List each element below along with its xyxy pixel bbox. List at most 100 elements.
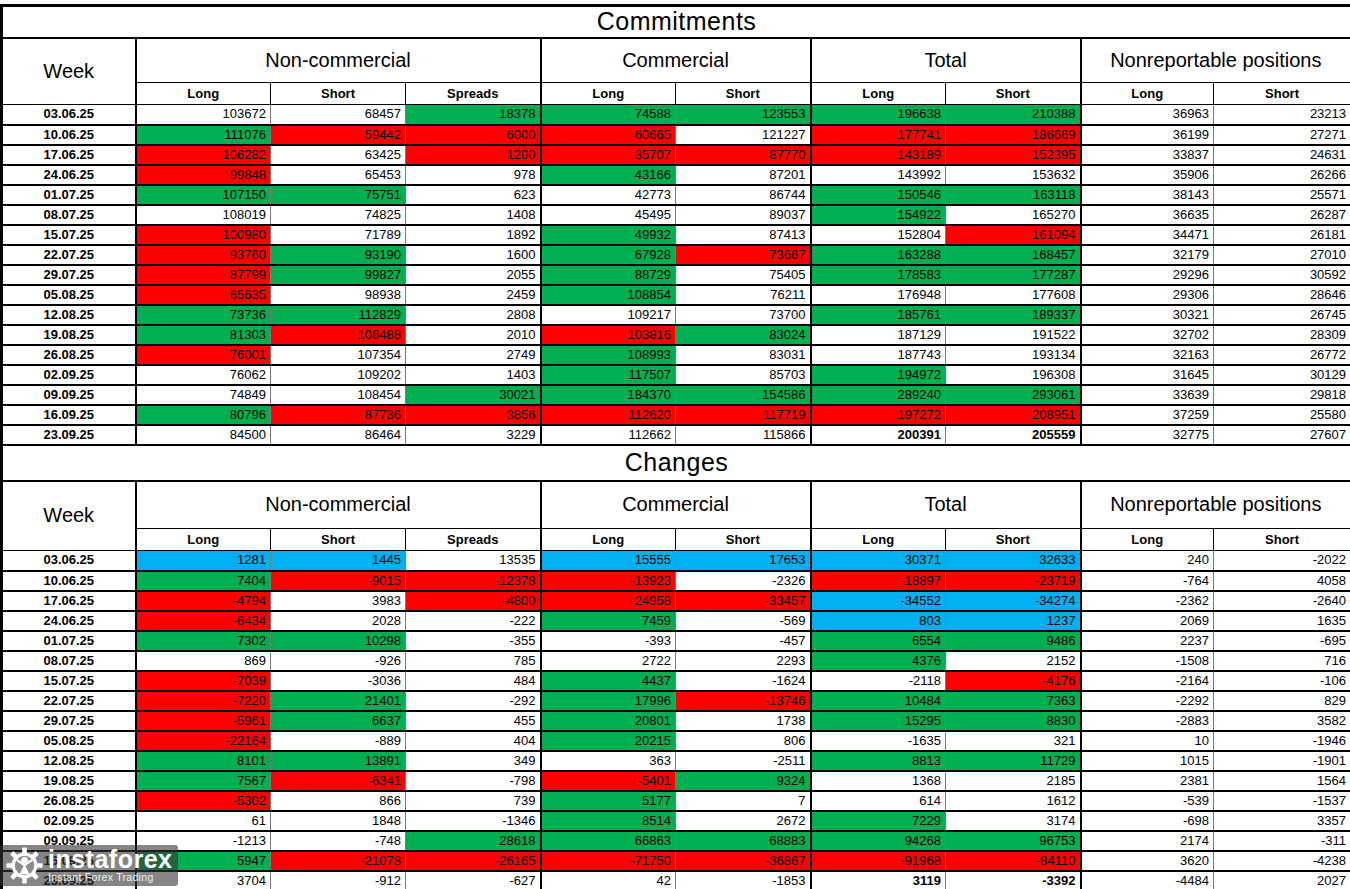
column-header: Long xyxy=(811,83,946,105)
value-cell: -748 xyxy=(271,831,406,851)
column-header: Long xyxy=(1081,83,1214,105)
value-cell: -2292 xyxy=(1081,691,1214,711)
value-cell: -4800 xyxy=(406,591,541,611)
column-header-row: LongShortSpreadsLongShortLongShortLongSh… xyxy=(2,529,1350,551)
table-row: 09.09.2574849108454300211843701545862892… xyxy=(2,385,1350,405)
value-cell: 152395 xyxy=(946,145,1081,165)
value-cell: 13535 xyxy=(406,551,541,571)
table-row: 16.09.255947-21078-26165-71750-36867-919… xyxy=(2,851,1350,871)
value-cell: 34471 xyxy=(1081,225,1214,245)
week-cell: 29.07.25 xyxy=(2,265,136,285)
value-cell: 15555 xyxy=(541,551,676,571)
value-cell: 30321 xyxy=(1081,305,1214,325)
value-cell: 30129 xyxy=(1214,365,1350,385)
value-cell: 806 xyxy=(676,731,811,751)
value-cell: 75751 xyxy=(271,185,406,205)
group-header: Commercial xyxy=(541,38,811,83)
value-cell: 83031 xyxy=(676,345,811,365)
value-cell: 35906 xyxy=(1081,165,1214,185)
value-cell: 42 xyxy=(541,871,676,889)
value-cell: -24958 xyxy=(541,591,676,611)
watermark-tagline: Instant Forex Trading xyxy=(48,872,172,883)
value-cell: 210388 xyxy=(946,105,1081,125)
value-cell: 866 xyxy=(271,791,406,811)
group-header-row: WeekNon-commercialCommercialTotalNonrepo… xyxy=(2,481,1350,529)
table-row: 01.07.2510715075751623427738674415054616… xyxy=(2,185,1350,205)
value-cell: 168457 xyxy=(946,245,1081,265)
value-cell: 4058 xyxy=(1214,571,1350,591)
value-cell: 153632 xyxy=(946,165,1081,185)
value-cell: -84110 xyxy=(946,851,1081,871)
value-cell: -695 xyxy=(1214,631,1350,651)
section-title-row: Commitments xyxy=(2,6,1350,38)
value-cell: 9324 xyxy=(676,771,811,791)
value-cell: 32163 xyxy=(1081,345,1214,365)
column-header: Long xyxy=(541,83,676,105)
value-cell: 73667 xyxy=(676,245,811,265)
value-cell: 33639 xyxy=(1081,385,1214,405)
value-cell: -3392 xyxy=(946,871,1081,889)
value-cell: 1281 xyxy=(136,551,271,571)
value-cell: 4376 xyxy=(811,651,946,671)
table-row: 12.08.2573736112829280810921773700185761… xyxy=(2,305,1350,325)
table-row: 08.07.25869-9267852722229343762152-15087… xyxy=(2,651,1350,671)
value-cell: 87799 xyxy=(136,265,271,285)
value-cell: 108993 xyxy=(541,345,676,365)
value-cell: 803 xyxy=(811,611,946,631)
value-cell: 10 xyxy=(1081,731,1214,751)
column-header-row: LongShortSpreadsLongShortLongShortLongSh… xyxy=(2,83,1350,105)
value-cell: 3582 xyxy=(1214,711,1350,731)
changes-section: ChangesWeekNon-commercialCommercialTotal… xyxy=(2,445,1350,889)
value-cell: 29818 xyxy=(1214,385,1350,405)
table-row: 15.07.25-7039-30364844437-1624-2118-4176… xyxy=(2,671,1350,691)
value-cell: 3229 xyxy=(406,425,541,445)
value-cell: 25571 xyxy=(1214,185,1350,205)
table-row: 10.06.257404-9015-12378-13923-2326-18897… xyxy=(2,571,1350,591)
value-cell: 28309 xyxy=(1214,325,1350,345)
value-cell: 8101 xyxy=(136,751,271,771)
value-cell: 3856 xyxy=(406,405,541,425)
value-cell: 100980 xyxy=(136,225,271,245)
value-cell: -9015 xyxy=(271,571,406,591)
value-cell: 614 xyxy=(811,791,946,811)
value-cell: 109202 xyxy=(271,365,406,385)
table-row: 29.07.2587799998272055887297540517858317… xyxy=(2,265,1350,285)
value-cell: -71750 xyxy=(541,851,676,871)
value-cell: 2152 xyxy=(946,651,1081,671)
value-cell: 20215 xyxy=(541,731,676,751)
value-cell: 81303 xyxy=(136,325,271,345)
value-cell: 869 xyxy=(136,651,271,671)
value-cell: 2722 xyxy=(541,651,676,671)
value-cell: -6341 xyxy=(271,771,406,791)
value-cell: 23213 xyxy=(1214,105,1350,125)
value-cell: 24631 xyxy=(1214,145,1350,165)
week-cell: 01.07.25 xyxy=(2,185,136,205)
group-header: Total xyxy=(811,38,1081,83)
value-cell: 43166 xyxy=(541,165,676,185)
value-cell: -21078 xyxy=(271,851,406,871)
value-cell: -18897 xyxy=(811,571,946,591)
value-cell: -2362 xyxy=(1081,591,1214,611)
column-header: Spreads xyxy=(406,529,541,551)
table-row: 22.07.25-722021401-29217996-137461048473… xyxy=(2,691,1350,711)
value-cell: 96753 xyxy=(946,831,1081,851)
week-cell: 24.06.25 xyxy=(2,165,136,185)
value-cell: -2118 xyxy=(811,671,946,691)
value-cell: 186669 xyxy=(946,125,1081,145)
week-cell: 16.09.25 xyxy=(2,405,136,425)
value-cell: 88729 xyxy=(541,265,676,285)
value-cell: 196308 xyxy=(946,365,1081,385)
value-cell: 26181 xyxy=(1214,225,1350,245)
value-cell: 76001 xyxy=(136,345,271,365)
value-cell: 8830 xyxy=(946,711,1081,731)
value-cell: -23719 xyxy=(946,571,1081,591)
value-cell: 85703 xyxy=(676,365,811,385)
value-cell: 15295 xyxy=(811,711,946,731)
value-cell: 178583 xyxy=(811,265,946,285)
week-cell: 19.08.25 xyxy=(2,771,136,791)
value-cell: -798 xyxy=(406,771,541,791)
value-cell: 10298 xyxy=(271,631,406,651)
value-cell: 117719 xyxy=(676,405,811,425)
table-row: 10.06.2511107659442600060665121227177741… xyxy=(2,125,1350,145)
table-row: 26.08.25-5302866739517776141612-539-1537 xyxy=(2,791,1350,811)
